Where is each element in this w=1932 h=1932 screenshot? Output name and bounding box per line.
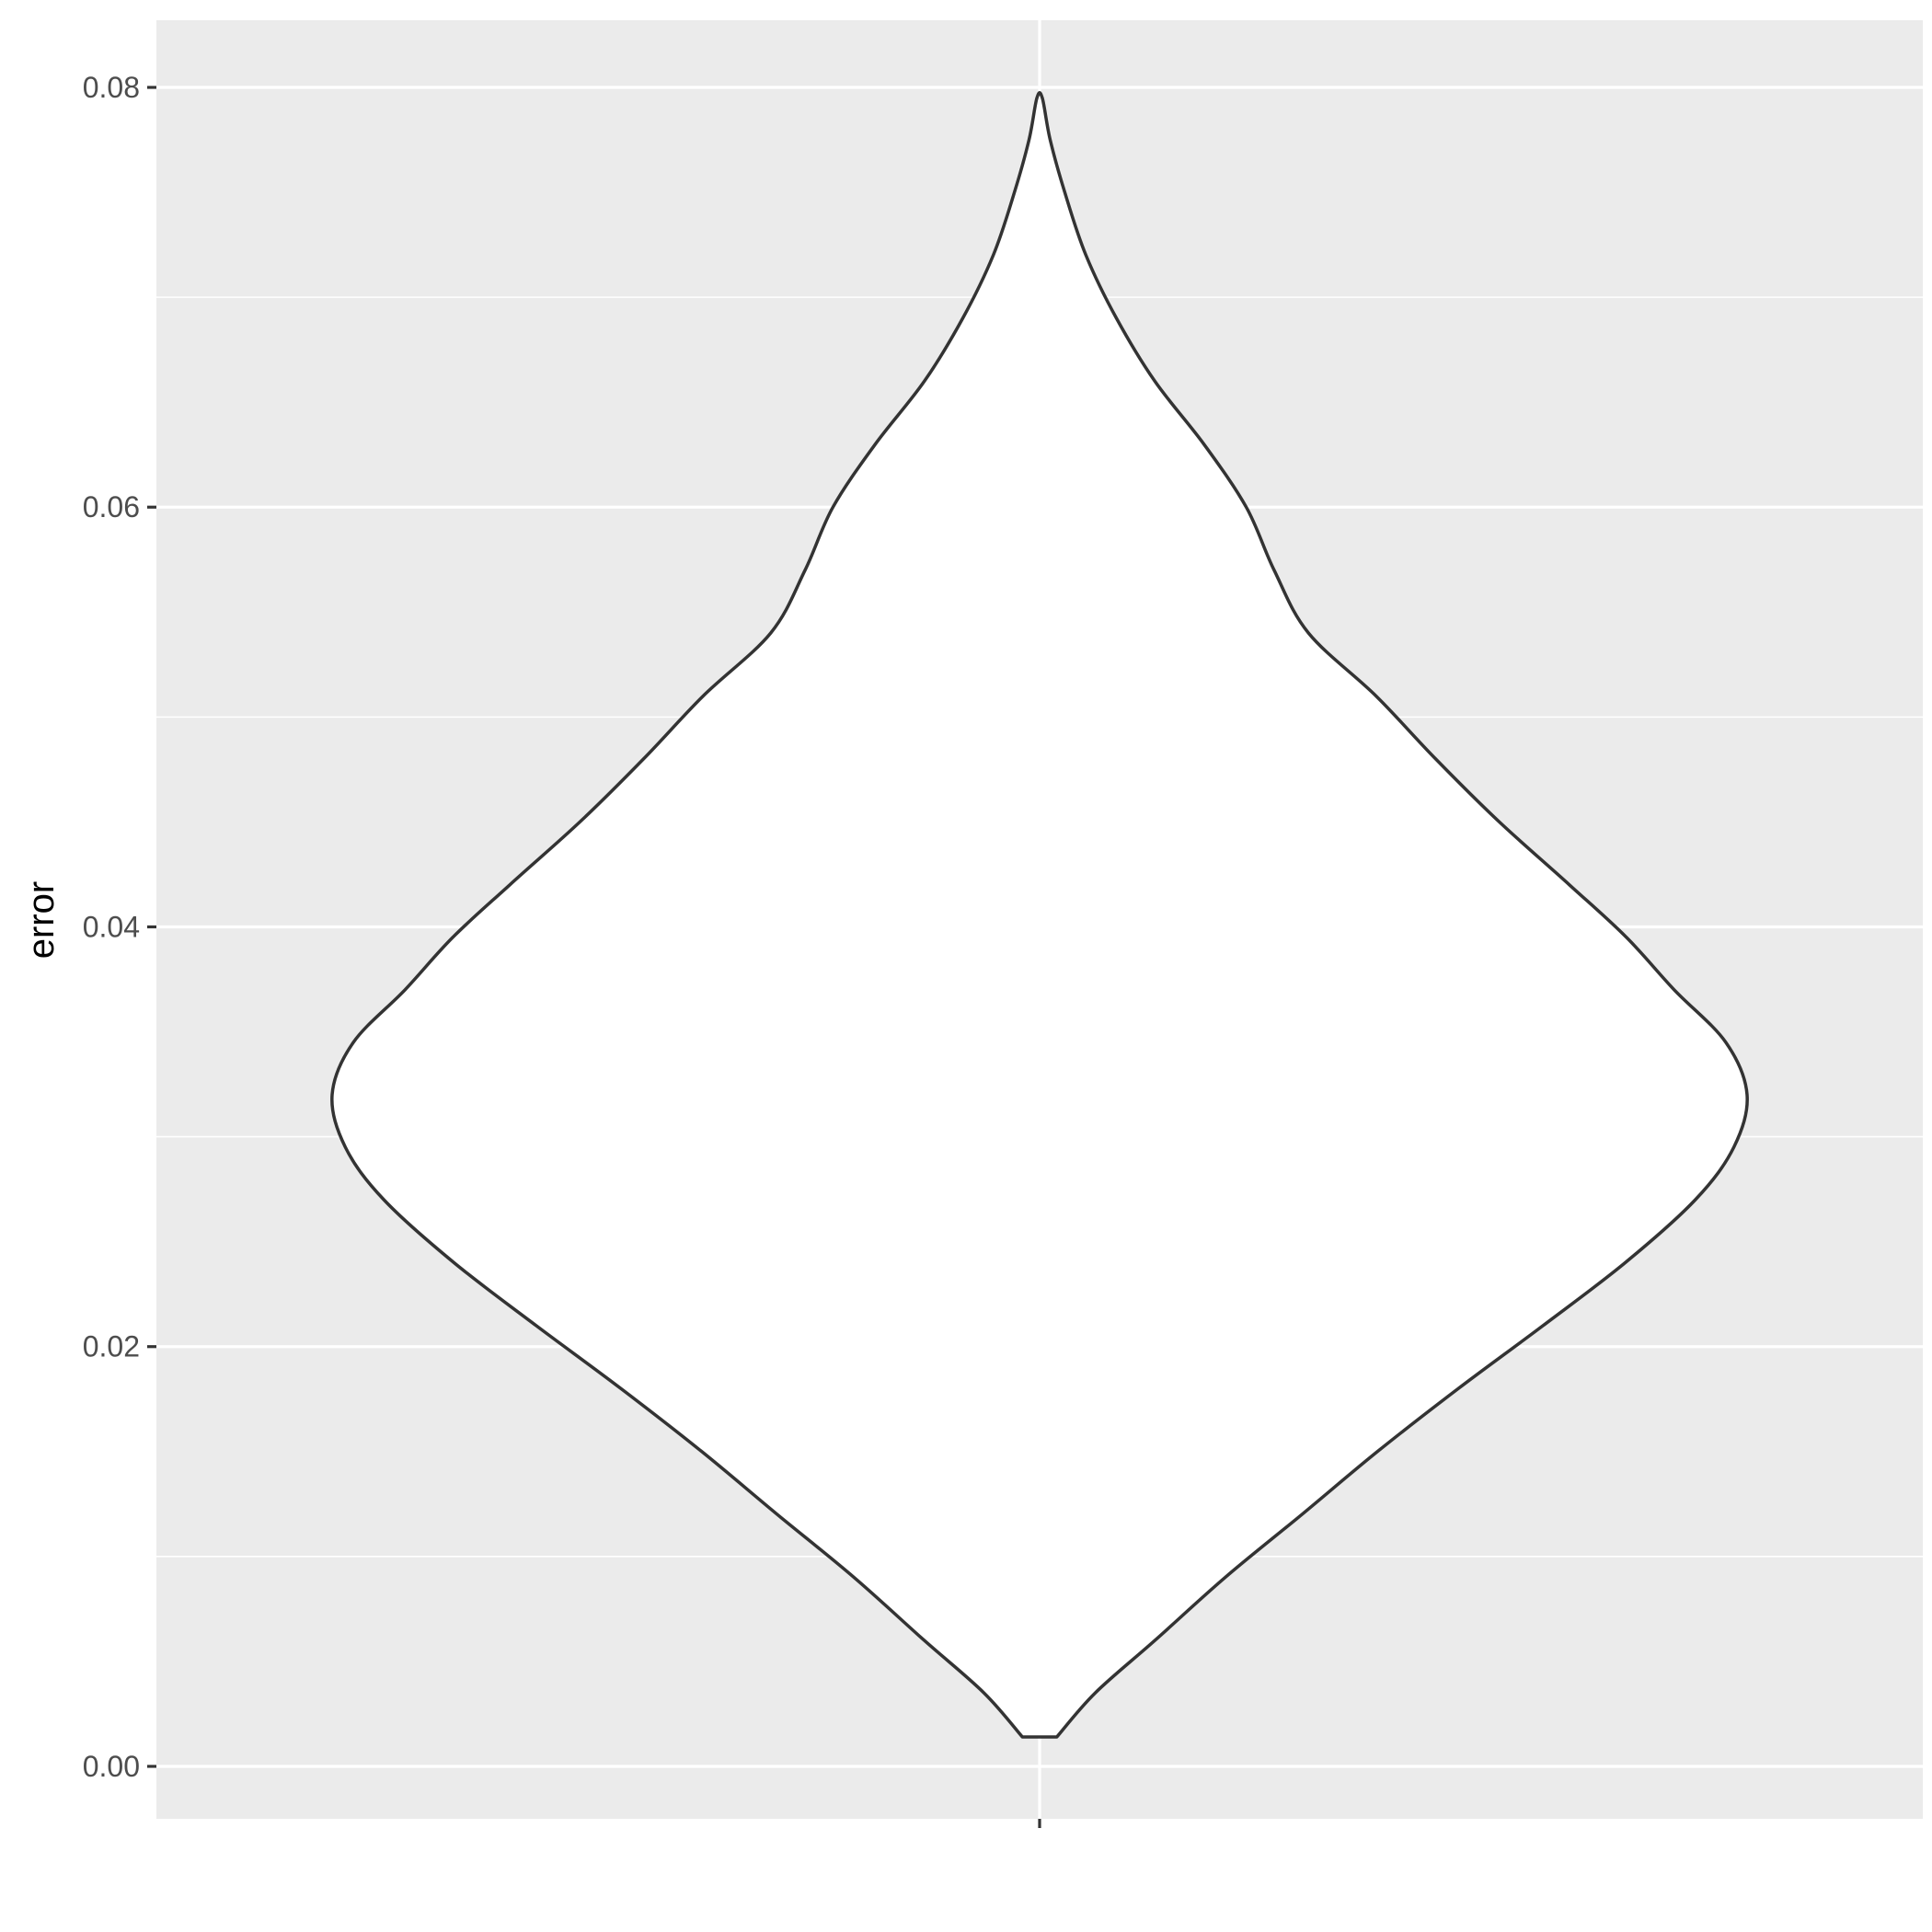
y-axis-title: error bbox=[21, 881, 62, 959]
y-axis: 0.00 0.02 0.04 0.06 0.08 bbox=[83, 71, 156, 1783]
y-tick-label: 0.06 bbox=[83, 490, 140, 523]
y-tick-label: 0.08 bbox=[83, 71, 140, 104]
violin-shape bbox=[330, 90, 1749, 1739]
y-tick-label: 0.00 bbox=[83, 1750, 140, 1783]
y-tick-label: 0.02 bbox=[83, 1330, 140, 1363]
y-tick-label: 0.04 bbox=[83, 910, 140, 943]
